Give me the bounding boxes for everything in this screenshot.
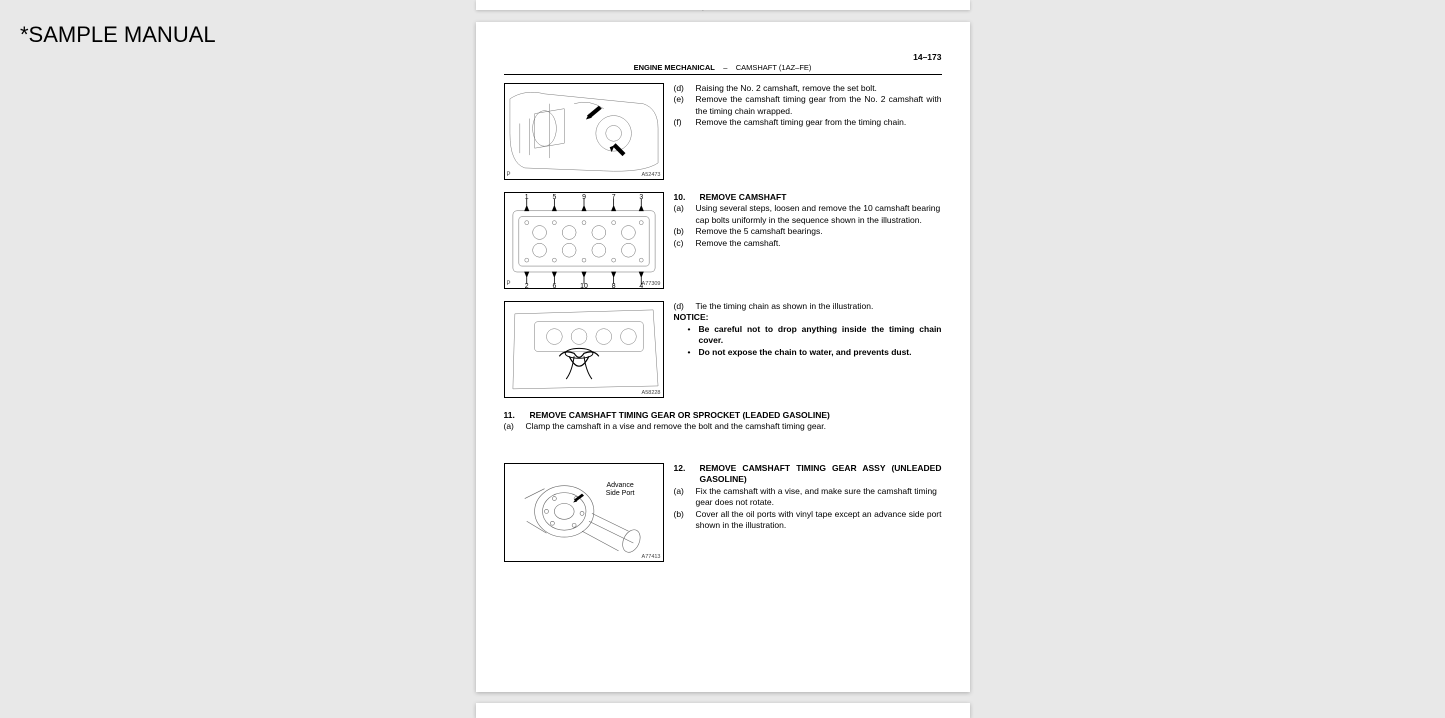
- manual-page: 14–173 ENGINE MECHANICAL – CAMSHAFT (1AZ…: [476, 22, 970, 692]
- section-3: A58228 (d) Tie the timing chain as shown …: [504, 301, 942, 398]
- figure-1: P A52473: [504, 83, 664, 180]
- timing-chain-diagram-icon: [505, 302, 663, 398]
- step-title: REMOVE CAMSHAFT TIMING GEAR OR SPROCKET …: [530, 410, 830, 421]
- svg-text:1: 1: [524, 194, 528, 201]
- item-text: Remove the camshaft.: [696, 238, 781, 249]
- prev-page-strip: [476, 0, 970, 10]
- section-2: 1 5 9 7 3 2 6 10 8 4 P A77309 10. REMOVE …: [504, 192, 942, 289]
- item-text: Raising the No. 2 camshaft, remove the s…: [696, 83, 877, 94]
- item-marker: (e): [674, 94, 690, 117]
- item-marker: (a): [504, 421, 520, 432]
- page-header-line: ENGINE MECHANICAL – CAMSHAFT (1AZ–FE): [504, 63, 942, 75]
- svg-text:2: 2: [524, 283, 528, 289]
- next-page-strip: [476, 703, 970, 718]
- item-text: Remove the camshaft timing gear from the…: [696, 117, 907, 128]
- header-subsection: CAMSHAFT (1AZ–FE): [736, 63, 812, 72]
- step-number: 12.: [674, 463, 694, 486]
- item-text: Tie the timing chain as shown in the ill…: [696, 301, 874, 312]
- item-text: Using several steps, loosen and remove t…: [696, 203, 942, 226]
- figure-ref: A77309: [642, 281, 661, 287]
- step-title: REMOVE CAMSHAFT: [700, 192, 787, 203]
- figure-2: 1 5 9 7 3 2 6 10 8 4 P A77309: [504, 192, 664, 289]
- notice-text: Do not expose the chain to water, and pr…: [698, 347, 911, 358]
- header-section: ENGINE MECHANICAL: [634, 63, 715, 72]
- item-text: Cover all the oil ports with vinyl tape …: [696, 509, 942, 532]
- figure-ref: A58228: [642, 390, 661, 396]
- step-number: 11.: [504, 410, 524, 421]
- item-marker: (b): [674, 226, 690, 237]
- item-marker: (d): [674, 301, 690, 312]
- section-3-text: (d) Tie the timing chain as shown in the …: [674, 301, 942, 358]
- figure-3: A58228: [504, 301, 664, 398]
- item-text: Fix the camshaft with a vise, and make s…: [696, 486, 942, 509]
- section-4: 11. REMOVE CAMSHAFT TIMING GEAR OR SPROCK…: [504, 410, 942, 433]
- page-number: 14–173: [504, 52, 942, 62]
- svg-text:9: 9: [582, 194, 586, 201]
- item-marker: (b): [674, 509, 690, 532]
- camshaft-gear-diagram-icon: [505, 464, 663, 562]
- step-number: 10.: [674, 192, 694, 203]
- sample-manual-label: *SAMPLE MANUAL: [20, 22, 216, 48]
- step-title: REMOVE CAMSHAFT TIMING GEAR ASSY (UNLEAD…: [700, 463, 942, 486]
- item-marker: (a): [674, 203, 690, 226]
- cylinder-head-diagram-icon: 1 5 9 7 3 2 6 10 8 4: [505, 193, 663, 289]
- svg-text:10: 10: [580, 283, 588, 289]
- figure-p-marker: P: [507, 172, 511, 178]
- figure-ref: A77413: [642, 554, 661, 560]
- item-marker: (d): [674, 83, 690, 94]
- section-1: P A52473 (d) Raising the No. 2 camshaft, …: [504, 83, 942, 180]
- item-text: Clamp the camshaft in a vise and remove …: [526, 421, 827, 432]
- engine-diagram-icon: [505, 84, 663, 180]
- svg-text:7: 7: [611, 194, 615, 201]
- section-5-text: 12. REMOVE CAMSHAFT TIMING GEAR ASSY (UNL…: [674, 463, 942, 532]
- svg-text:3: 3: [639, 194, 643, 201]
- bullet-icon: •: [688, 347, 691, 358]
- section-2-text: 10. REMOVE CAMSHAFT (a) Using several step…: [674, 192, 942, 249]
- section-5: AdvanceSide Port A77413 12. REMOVE CAMSHA…: [504, 463, 942, 562]
- advance-port-label: AdvanceSide Port: [606, 482, 635, 497]
- item-marker: (c): [674, 238, 690, 249]
- item-marker: (f): [674, 117, 690, 128]
- figure-4: AdvanceSide Port A77413: [504, 463, 664, 562]
- notice-label: NOTICE:: [674, 312, 942, 323]
- svg-text:5: 5: [552, 194, 556, 201]
- item-text: Remove the camshaft timing gear from the…: [696, 94, 942, 117]
- section-1-text: (d) Raising the No. 2 camshaft, remove th…: [674, 83, 942, 129]
- header-dash: –: [723, 63, 727, 72]
- figure-ref: A52473: [642, 172, 661, 178]
- svg-text:8: 8: [611, 283, 615, 289]
- item-marker: (a): [674, 486, 690, 509]
- svg-text:6: 6: [552, 283, 556, 289]
- figure-p-marker: P: [507, 281, 511, 287]
- notice-text: Be careful not to drop anything inside t…: [698, 324, 941, 347]
- item-text: Remove the 5 camshaft bearings.: [696, 226, 823, 237]
- bullet-icon: •: [688, 324, 691, 347]
